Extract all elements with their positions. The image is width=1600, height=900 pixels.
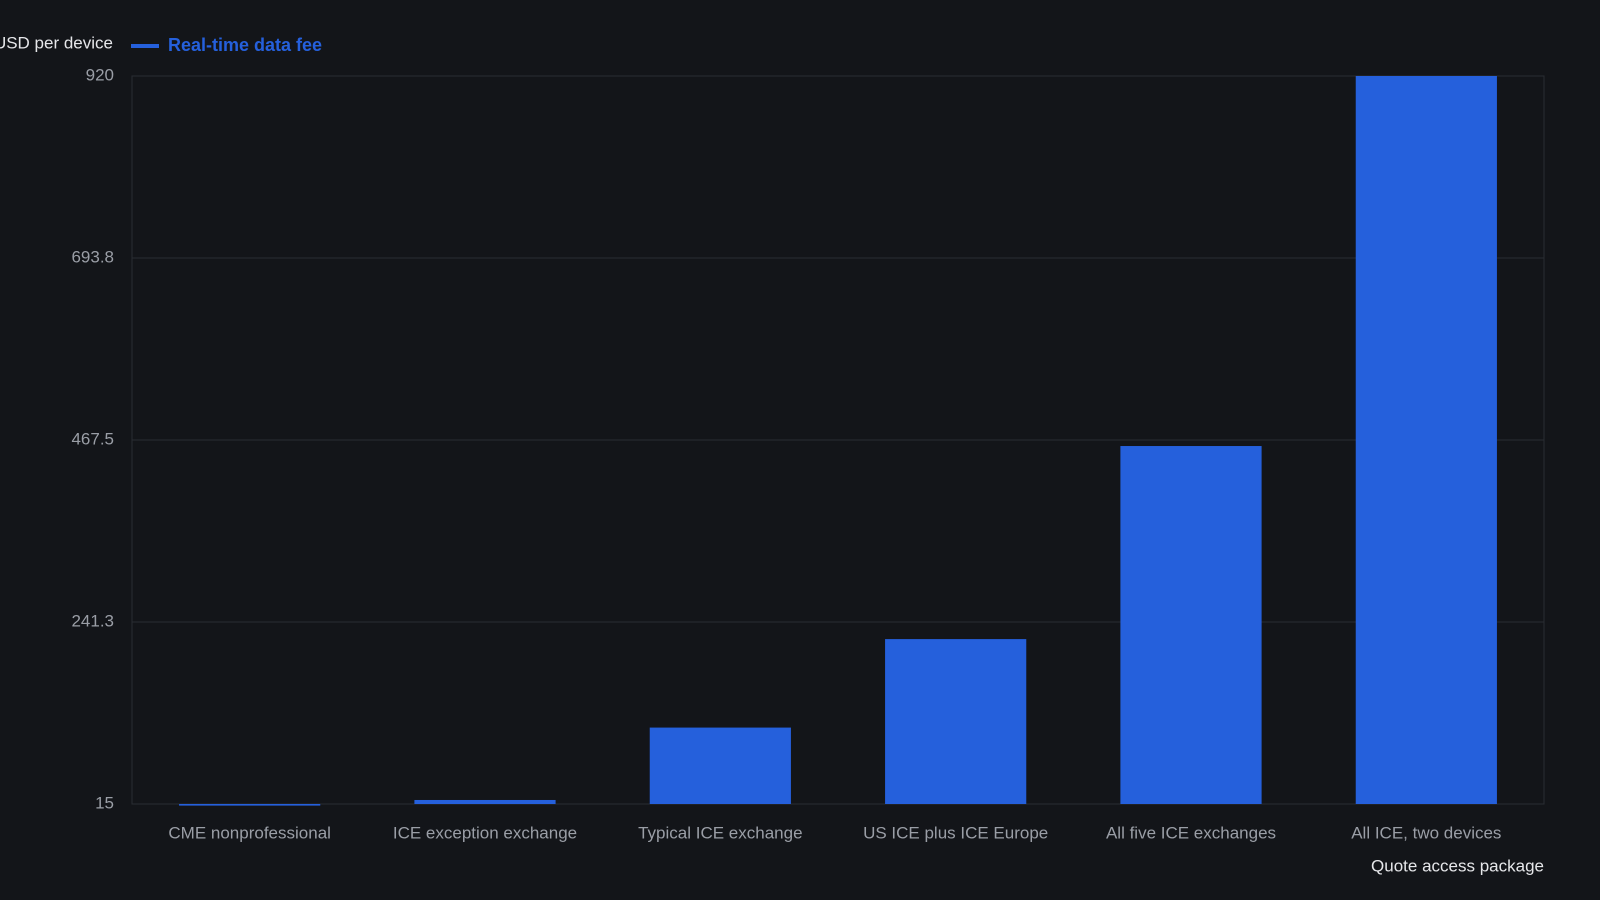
y-tick-label: 920 — [86, 65, 114, 84]
y-axis-title: USD per device — [0, 33, 113, 52]
y-tick-label: 467.5 — [71, 429, 114, 448]
x-tick-label: CME nonprofessional — [168, 823, 331, 842]
bar — [649, 727, 791, 804]
y-tick-label: 15 — [95, 793, 114, 812]
x-tick-label: US ICE plus ICE Europe — [863, 823, 1048, 842]
x-axis-title: Quote access package — [1371, 856, 1544, 875]
bar — [885, 639, 1027, 804]
bar — [414, 799, 556, 804]
bar — [1120, 446, 1262, 804]
bar — [1355, 76, 1497, 804]
legend-label: Real-time data fee — [168, 35, 322, 55]
x-tick-label: Typical ICE exchange — [638, 823, 802, 842]
y-tick-label: 241.3 — [71, 611, 114, 630]
x-tick-label: ICE exception exchange — [393, 823, 577, 842]
y-tick-label: 693.8 — [71, 247, 114, 266]
x-tick-label: All ICE, two devices — [1351, 823, 1501, 842]
bar — [179, 804, 321, 806]
x-tick-label: All five ICE exchanges — [1106, 823, 1276, 842]
